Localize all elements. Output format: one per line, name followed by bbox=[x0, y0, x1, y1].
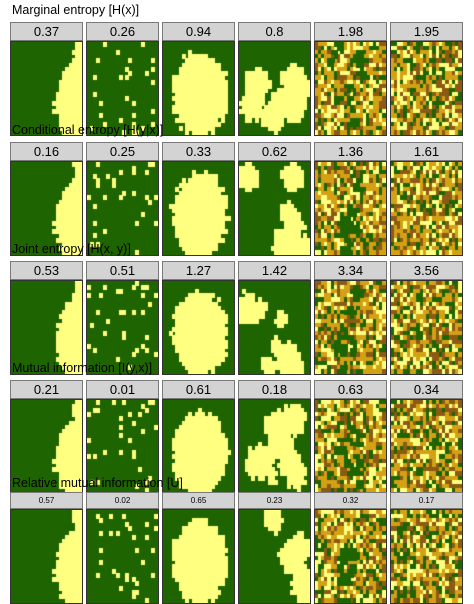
map-panel: 0.18 bbox=[238, 380, 311, 494]
panel-value-strip: 0.02 bbox=[86, 492, 159, 509]
landscape-raster-map bbox=[314, 280, 387, 375]
landscape-raster-map bbox=[238, 161, 311, 256]
map-panel: 1.42 bbox=[238, 261, 311, 375]
panel-value-strip: 0.32 bbox=[314, 492, 387, 509]
section-title: Conditional entropy [H(y|x)] bbox=[12, 123, 164, 137]
map-panel: 0.53 bbox=[10, 261, 83, 375]
map-panel: 0.16 bbox=[10, 142, 83, 256]
landscape-raster-map bbox=[390, 41, 463, 136]
panel-value-strip: 3.34 bbox=[314, 261, 387, 280]
map-panel: 0.01 bbox=[86, 380, 159, 494]
landscape-raster-map bbox=[162, 161, 235, 256]
landscape-raster-map bbox=[390, 399, 463, 494]
landscape-raster-map bbox=[238, 399, 311, 494]
landscape-raster-map bbox=[162, 41, 235, 136]
panel-value-strip: 1.36 bbox=[314, 142, 387, 161]
map-panel: 0.51 bbox=[86, 261, 159, 375]
panel-value-strip: 0.61 bbox=[162, 380, 235, 399]
panel-value-strip: 0.18 bbox=[238, 380, 311, 399]
section-title: Mutual information [I(y,x)] bbox=[12, 361, 153, 375]
map-panel: 1.95 bbox=[390, 22, 463, 136]
map-panel: 0.17 bbox=[390, 492, 463, 604]
landscape-raster-map bbox=[390, 509, 463, 604]
landscape-raster-map bbox=[10, 161, 83, 256]
section-title: Relative mutual information [U] bbox=[12, 476, 183, 490]
landscape-raster-map bbox=[314, 509, 387, 604]
landscape-raster-map bbox=[162, 509, 235, 604]
map-panel: 0.65 bbox=[162, 492, 235, 604]
panel-value-strip: 0.21 bbox=[10, 380, 83, 399]
panel-value-strip: 0.33 bbox=[162, 142, 235, 161]
map-panel: 0.32 bbox=[314, 492, 387, 604]
panel-value-strip: 0.94 bbox=[162, 22, 235, 41]
map-panel: 0.63 bbox=[314, 380, 387, 494]
map-panel: 0.94 bbox=[162, 22, 235, 136]
map-panel: 3.56 bbox=[390, 261, 463, 375]
panel-value-strip: 0.63 bbox=[314, 380, 387, 399]
panel-value-strip: 0.25 bbox=[86, 142, 159, 161]
landscape-raster-map bbox=[238, 280, 311, 375]
map-panel: 0.25 bbox=[86, 142, 159, 256]
map-panel: 0.62 bbox=[238, 142, 311, 256]
panel-value-strip: 1.98 bbox=[314, 22, 387, 41]
landscape-raster-map bbox=[86, 41, 159, 136]
panel-value-strip: 0.62 bbox=[238, 142, 311, 161]
panel-value-strip: 0.17 bbox=[390, 492, 463, 509]
panel-value-strip: 3.56 bbox=[390, 261, 463, 280]
panel-value-strip: 0.65 bbox=[162, 492, 235, 509]
map-panel: 1.36 bbox=[314, 142, 387, 256]
landscape-raster-map bbox=[86, 509, 159, 604]
map-panel: 1.27 bbox=[162, 261, 235, 375]
landscape-raster-map bbox=[86, 399, 159, 494]
landscape-raster-map bbox=[314, 161, 387, 256]
landscape-raster-map bbox=[10, 280, 83, 375]
panel-value-strip: 1.95 bbox=[390, 22, 463, 41]
panel-value-strip: 0.37 bbox=[10, 22, 83, 41]
map-panel: 0.23 bbox=[238, 492, 311, 604]
panel-value-strip: 0.16 bbox=[10, 142, 83, 161]
panel-value-strip: 0.8 bbox=[238, 22, 311, 41]
landscape-raster-map bbox=[86, 280, 159, 375]
landscape-raster-map bbox=[238, 509, 311, 604]
landscape-raster-map bbox=[10, 509, 83, 604]
panel-value-strip: 0.23 bbox=[238, 492, 311, 509]
landscape-raster-map bbox=[390, 161, 463, 256]
map-panel: 1.98 bbox=[314, 22, 387, 136]
map-panel: 3.34 bbox=[314, 261, 387, 375]
panel-value-strip: 0.53 bbox=[10, 261, 83, 280]
panel-value-strip: 1.61 bbox=[390, 142, 463, 161]
map-panel: 1.61 bbox=[390, 142, 463, 256]
map-panel: 0.33 bbox=[162, 142, 235, 256]
landscape-raster-map bbox=[86, 161, 159, 256]
panel-value-strip: 0.26 bbox=[86, 22, 159, 41]
map-panel: 0.37 bbox=[10, 22, 83, 136]
section-title: Joint entropy [H(x, y)] bbox=[12, 242, 131, 256]
map-panel: 0.02 bbox=[86, 492, 159, 604]
landscape-raster-map bbox=[238, 41, 311, 136]
map-panel: 0.34 bbox=[390, 380, 463, 494]
landscape-raster-map bbox=[390, 280, 463, 375]
map-panel: 0.8 bbox=[238, 22, 311, 136]
map-panel: 0.26 bbox=[86, 22, 159, 136]
panel-value-strip: 0.57 bbox=[10, 492, 83, 509]
landscape-raster-map bbox=[10, 41, 83, 136]
panel-value-strip: 1.27 bbox=[162, 261, 235, 280]
landscape-raster-map bbox=[314, 399, 387, 494]
panel-value-strip: 0.51 bbox=[86, 261, 159, 280]
panel-value-strip: 0.34 bbox=[390, 380, 463, 399]
map-panel: 0.21 bbox=[10, 380, 83, 494]
landscape-raster-map bbox=[10, 399, 83, 494]
landscape-raster-map bbox=[314, 41, 387, 136]
panel-value-strip: 1.42 bbox=[238, 261, 311, 280]
map-panel: 0.57 bbox=[10, 492, 83, 604]
landscape-raster-map bbox=[162, 280, 235, 375]
panel-value-strip: 0.01 bbox=[86, 380, 159, 399]
section-title: Marginal entropy [H(x)] bbox=[12, 3, 140, 17]
